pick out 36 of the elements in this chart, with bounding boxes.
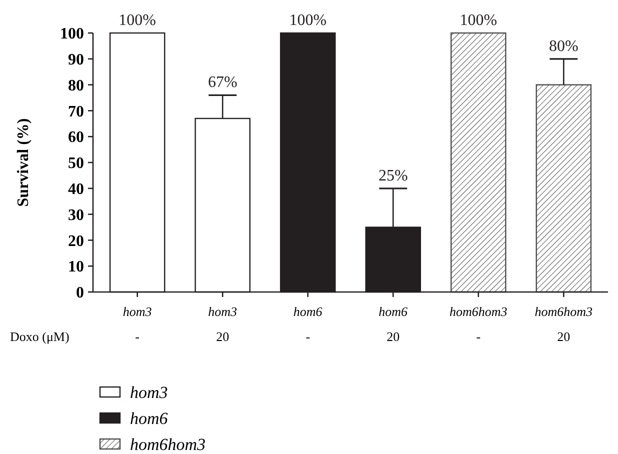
y-axis-title: Survival (%) bbox=[15, 118, 32, 207]
x-tick-label: hom6hom3 bbox=[450, 304, 508, 319]
y-tick-label: 100 bbox=[60, 26, 84, 43]
legend-label: hom6hom3 bbox=[130, 434, 206, 454]
bar bbox=[536, 84, 592, 293]
y-tick-label: 20 bbox=[68, 232, 84, 250]
x-tick-label: hom6hom3 bbox=[534, 304, 594, 319]
legend-label: hom6 bbox=[130, 408, 168, 428]
y-tick-label: 80 bbox=[68, 77, 84, 94]
text: 20 bbox=[216, 329, 230, 344]
y-tick-label: 70 bbox=[68, 103, 84, 120]
text: - bbox=[476, 329, 481, 344]
data-label: 100% bbox=[460, 12, 498, 29]
x-tick-label: hom6 bbox=[378, 304, 408, 319]
data-label: 100% bbox=[289, 12, 327, 29]
legend-label: hom3 bbox=[130, 382, 168, 402]
text: Doxo (μM) bbox=[10, 329, 70, 344]
data-label: 80% bbox=[549, 38, 578, 55]
x-tick-label: hom3 bbox=[208, 304, 238, 319]
data-label: 100% bbox=[118, 12, 156, 29]
x-tick-label: hom6 bbox=[293, 304, 323, 319]
y-tick-label: 40 bbox=[68, 181, 84, 198]
y-tick-label: 50 bbox=[68, 155, 84, 172]
y-tick-label: 90 bbox=[68, 52, 84, 68]
y-tick-label: 60 bbox=[68, 129, 84, 146]
text: 20 bbox=[557, 329, 570, 344]
x-tick-label: hom3 bbox=[122, 304, 152, 319]
y-tick-label: 10 bbox=[68, 258, 84, 276]
bar bbox=[450, 32, 506, 293]
text: 20 bbox=[386, 329, 400, 344]
data-label: 25% bbox=[378, 167, 408, 184]
text: - bbox=[135, 329, 140, 344]
data-label: 67% bbox=[208, 74, 238, 92]
y-tick-label: 30 bbox=[68, 206, 84, 224]
text: - bbox=[306, 329, 310, 344]
y-tick-label: 0 bbox=[76, 284, 84, 302]
